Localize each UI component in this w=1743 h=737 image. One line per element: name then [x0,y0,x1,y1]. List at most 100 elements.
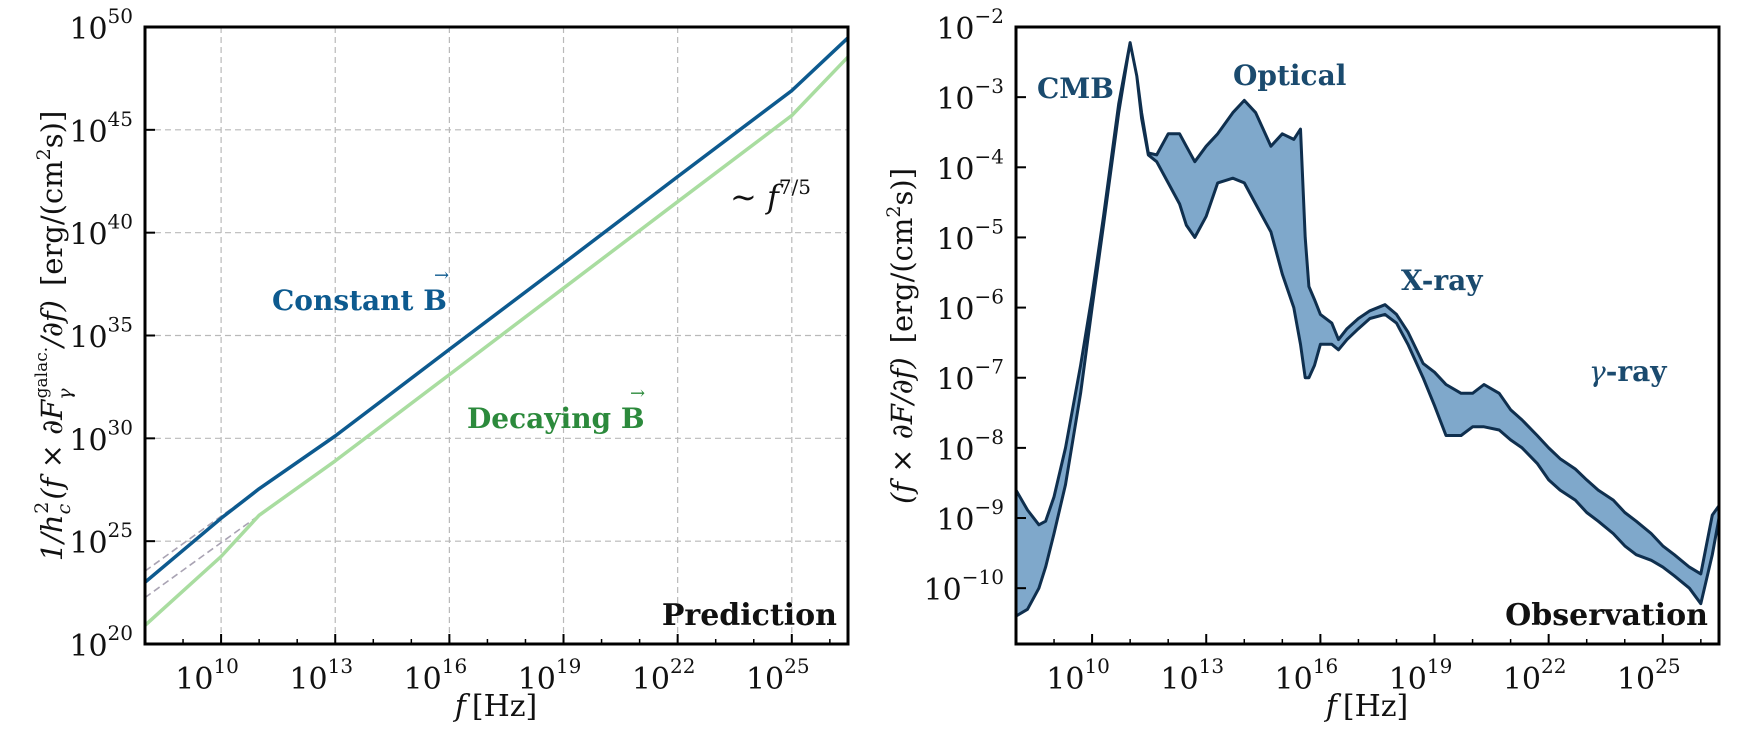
prediction-x-tick-exp: 16 [442,654,467,678]
prediction-x-tick-exp: 13 [328,654,353,678]
prediction-x-tick-label: 1025 [746,654,810,697]
prediction-y-axis-unit-post: s)] [35,111,69,149]
observation-y-tick-exp: −8 [975,425,1004,449]
prediction-x-tick-label: 1016 [404,654,468,697]
constant-b-line [145,36,848,584]
prediction-x-tick-label: 1013 [289,654,353,697]
prediction-ticks: 1010 1013 1016 1019 1022 10251020102510301035… [69,4,831,697]
decaying-b-label: Decaying B [467,402,645,435]
prediction-y-tick-label: 1040 [69,210,133,253]
decaying-b-label-text: Decaying [467,402,621,435]
prediction-x-tick-exp: 22 [670,654,695,678]
prediction-x-tick-label: 1022 [632,654,696,697]
slope-annotation-exp: 7/5 [779,175,811,199]
observation-y-tick-base: 10 [936,152,974,187]
observation-y-tick-exp: −3 [975,74,1004,98]
observation-y-tick-label: 10−2 [936,4,1004,47]
observation-y-tick-base: 10 [936,363,974,398]
prediction-x-tick-label: 1010 [175,654,239,697]
prediction-x-tick-base: 10 [404,662,442,697]
prediction-y-tick-exp: 35 [108,313,133,337]
observation-y-tick-label: 10−3 [936,74,1004,117]
constant-b-symbol: B [423,284,447,317]
observation-y-tick-exp: −10 [962,565,1004,589]
prediction-x-axis-unit: [Hz] [472,689,537,724]
optical-label: Optical [1233,59,1346,92]
slope-annotation-base: ∼ f [730,178,784,216]
observation-y-tick-label: 10−5 [936,214,1004,257]
gamma-ray-label-symbol: γ [1589,355,1606,388]
prediction-y-tick-base: 10 [69,321,107,356]
decaying-b-arrow: → [630,383,645,404]
cmb-label: CMB [1037,72,1114,105]
prediction-y-tick-base: 10 [69,423,107,458]
decaying-b-symbol: B [621,402,645,435]
prediction-x-tick-exp: 25 [784,654,809,678]
prediction-y-axis-paren: (f × ∂F [35,399,69,500]
observation-y-tick-label: 10−6 [936,285,1004,328]
observation-y-axis-unit-pre: [erg/(cm [885,218,919,344]
observation-y-tick-base: 10 [924,573,962,608]
gamma-ray-label: γ-ray [1589,355,1667,388]
observation-y-tick-base: 10 [936,82,974,117]
observation-x-tick-label: 1025 [1617,654,1681,697]
xray-label: X-ray [1401,264,1483,297]
prediction-grid [145,26,848,645]
prediction-asymptotes [145,488,260,599]
prediction-y-tick-base: 10 [69,12,107,47]
observation-band [1016,41,1719,618]
prediction-y-axis-lead-sup: 2 [31,502,53,514]
prediction-y-tick-exp: 25 [108,518,133,542]
observation-y-axis-unit-post: s)] [885,168,919,206]
prediction-series [145,36,848,627]
prediction-asymptote-line [145,488,260,572]
prediction-y-axis-unit-pre: [erg/(cm [35,160,69,286]
prediction-y-axis-lead: 1/h [35,514,69,561]
observation-y-tick-exp: −5 [975,214,1004,238]
prediction-y-tick-base: 10 [69,115,107,150]
prediction-y-tick-exp: 30 [108,415,133,439]
observation-y-tick-label: 10−9 [936,495,1004,538]
observation-x-axis-unit: [Hz] [1343,689,1408,724]
observation-x-tick-exp: 25 [1655,654,1680,678]
prediction-y-tick-base: 10 [69,629,107,664]
observation-x-tick-exp: 19 [1427,654,1452,678]
observation-y-tick-label: 10−10 [924,565,1004,608]
decaying-b-line [145,55,848,627]
observation-x-tick-exp: 10 [1084,654,1109,678]
prediction-y-tick-exp: 50 [108,4,133,28]
slope-annotation: ∼ f7/5 [730,175,811,216]
prediction-y-tick-label: 1025 [69,518,133,561]
observation-y-axis-unit-sup: 2 [883,205,905,217]
observation-y-tick-exp: −9 [975,495,1004,519]
observation-y-tick-exp: −2 [975,4,1004,28]
prediction-corner-label: Prediction [662,598,837,633]
observation-x-tick-base: 10 [1617,662,1655,697]
constant-b-label: Constant B [272,284,447,317]
observation-corner-label: Observation [1505,598,1708,633]
observation-x-tick-label: 1019 [1389,654,1453,697]
observation-y-tick-exp: −7 [975,355,1004,379]
observation-y-tick-base: 10 [936,503,974,538]
observation-x-axis-var: f [1324,689,1342,724]
observation-y-tick-exp: −4 [975,144,1004,168]
observation-x-tick-label: 1010 [1046,654,1110,697]
prediction-y-axis-fsup: galac. [32,347,52,399]
prediction-x-tick-base: 10 [632,662,670,697]
prediction-y-tick-exp: 45 [108,107,133,131]
observation-panel: 1010 1013 1016 1019 1022 102510−1010−910−810−… [883,4,1721,724]
prediction-x-tick-base: 10 [289,662,327,697]
observation-x-tick-exp: 16 [1313,654,1338,678]
prediction-y-tick-label: 1020 [69,621,133,664]
prediction-x-tick-base: 10 [175,662,213,697]
prediction-panel: 1010 1013 1016 1019 1022 10251020102510301035… [31,4,850,724]
prediction-x-tick-base: 10 [518,662,556,697]
observation-x-tick-label: 1016 [1275,654,1339,697]
prediction-y-axis-lead-sub: c [53,503,75,514]
observation-ticks: 1010 1013 1016 1019 1022 102510−1010−910−810−… [924,4,1702,697]
observation-y-tick-label: 10−7 [936,355,1004,398]
observation-y-tick-label: 10−8 [936,425,1004,468]
prediction-y-tick-base: 10 [69,218,107,253]
prediction-x-tick-exp: 19 [556,654,581,678]
